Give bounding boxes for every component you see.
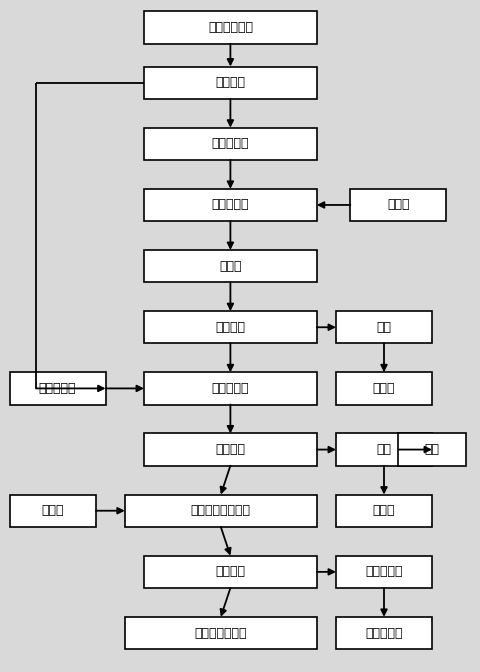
FancyBboxPatch shape bbox=[125, 617, 317, 649]
FancyBboxPatch shape bbox=[144, 250, 317, 282]
Text: 硫酸镁溶液: 硫酸镁溶液 bbox=[365, 565, 403, 579]
Text: 固液分离: 固液分离 bbox=[216, 321, 245, 334]
FancyBboxPatch shape bbox=[144, 556, 317, 588]
FancyBboxPatch shape bbox=[144, 11, 317, 44]
Text: 氢氧化镍（钴）: 氢氧化镍（钴） bbox=[194, 626, 247, 640]
Text: 洗选分级: 洗选分级 bbox=[216, 76, 245, 89]
FancyBboxPatch shape bbox=[336, 372, 432, 405]
FancyBboxPatch shape bbox=[144, 67, 317, 99]
FancyBboxPatch shape bbox=[350, 189, 446, 221]
FancyBboxPatch shape bbox=[144, 189, 317, 221]
Text: 水溶罐: 水溶罐 bbox=[219, 259, 241, 273]
FancyBboxPatch shape bbox=[336, 617, 432, 649]
FancyBboxPatch shape bbox=[336, 556, 432, 588]
FancyBboxPatch shape bbox=[125, 495, 317, 527]
Text: 硅渣: 硅渣 bbox=[376, 321, 392, 334]
Text: 固液分离: 固液分离 bbox=[216, 565, 245, 579]
Text: 滤渣: 滤渣 bbox=[376, 443, 392, 456]
Text: 硫酸镍（钴）溶液: 硫酸镍（钴）溶液 bbox=[191, 504, 251, 517]
Text: 低硅镁矿浆: 低硅镁矿浆 bbox=[39, 382, 76, 395]
FancyBboxPatch shape bbox=[336, 311, 432, 343]
FancyBboxPatch shape bbox=[144, 433, 317, 466]
FancyBboxPatch shape bbox=[144, 128, 317, 160]
FancyBboxPatch shape bbox=[144, 311, 317, 343]
Text: 高硅镁矿浆: 高硅镁矿浆 bbox=[212, 137, 249, 151]
Text: 赤铁矿: 赤铁矿 bbox=[373, 504, 395, 517]
FancyBboxPatch shape bbox=[336, 433, 432, 466]
Text: 酸浸反应器: 酸浸反应器 bbox=[212, 198, 249, 212]
FancyBboxPatch shape bbox=[10, 495, 96, 527]
Text: 硅产品: 硅产品 bbox=[373, 382, 395, 395]
FancyBboxPatch shape bbox=[398, 433, 466, 466]
FancyBboxPatch shape bbox=[144, 372, 317, 405]
Text: 低品位红土矿: 低品位红土矿 bbox=[208, 21, 253, 34]
Text: 七水硫酸镁: 七水硫酸镁 bbox=[365, 626, 403, 640]
Text: 氧化镁: 氧化镁 bbox=[42, 504, 64, 517]
FancyBboxPatch shape bbox=[10, 372, 106, 405]
Text: 固液分离: 固液分离 bbox=[216, 443, 245, 456]
FancyBboxPatch shape bbox=[336, 495, 432, 527]
Text: 浓硫酸: 浓硫酸 bbox=[387, 198, 409, 212]
Text: 纯碱: 纯碱 bbox=[424, 443, 440, 456]
Text: 管道反应器: 管道反应器 bbox=[212, 382, 249, 395]
